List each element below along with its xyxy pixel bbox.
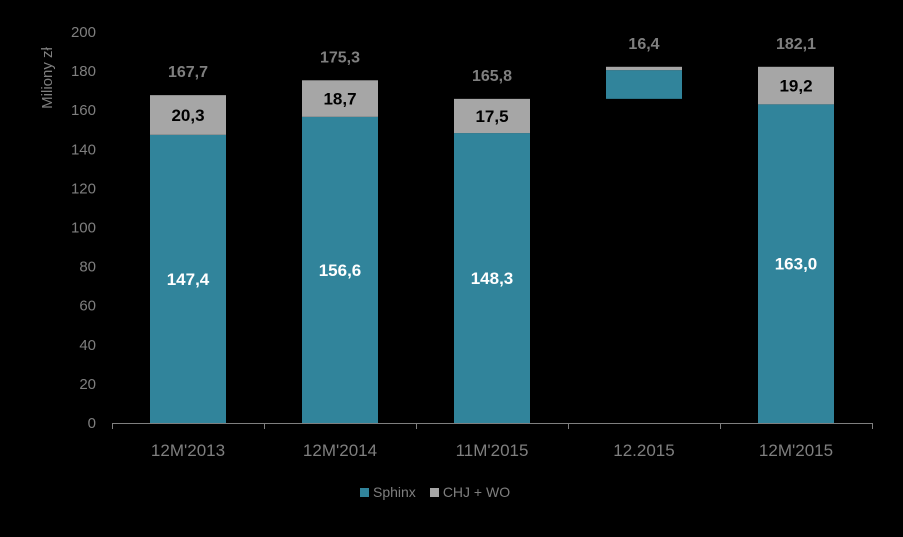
bar-sphinx xyxy=(302,116,378,424)
bar-sphinx xyxy=(150,134,226,423)
y-tick-label: 100 xyxy=(71,220,96,237)
bar-sphinx xyxy=(454,133,530,424)
y-tick-label: 80 xyxy=(79,259,96,276)
y-tick-label: 0 xyxy=(88,415,96,432)
bar-sphinx xyxy=(758,104,834,424)
data-label: 17,5 xyxy=(475,107,508,126)
legend-label-chj-wo: CHJ + WO xyxy=(442,484,511,500)
total-label: 175,3 xyxy=(320,49,360,66)
bar-sphinx xyxy=(606,70,682,99)
bar-chj-wo xyxy=(150,95,226,135)
total-label: 167,7 xyxy=(168,64,208,81)
x-tick-label: 12.2015 xyxy=(613,441,674,460)
data-label: 156,6 xyxy=(319,261,362,280)
legend-swatch-sphinx xyxy=(360,487,369,497)
legend-label-sphinx: Sphinx xyxy=(373,484,416,500)
total-label: 182,1 xyxy=(776,36,816,53)
total-label: 165,8 xyxy=(472,68,512,85)
data-label: 163,0 xyxy=(775,255,818,274)
legend-swatch-chj-wo xyxy=(429,487,439,497)
y-tick-label: 60 xyxy=(79,298,96,315)
legend-item-sphinx: Sphinx xyxy=(360,484,416,500)
total-label: 16,4 xyxy=(628,36,659,53)
x-tick-label: 11M'2015 xyxy=(456,441,529,460)
data-label: 18,7 xyxy=(323,90,356,109)
x-tick-label: 12M'2015 xyxy=(759,441,833,460)
legend-item-chj-wo: CHJ + WO xyxy=(429,484,511,500)
data-label: 20,3 xyxy=(171,106,204,125)
data-label: 147,4 xyxy=(167,270,210,289)
y-tick-label: 160 xyxy=(71,102,96,119)
y-tick-label: 40 xyxy=(79,337,96,354)
bar-chj-wo xyxy=(302,80,378,117)
y-tick-label: 20 xyxy=(79,376,96,393)
legend: Sphinx CHJ + WO xyxy=(360,484,510,500)
y-tick-label: 140 xyxy=(71,141,96,158)
x-tick-label: 12M'2013 xyxy=(151,441,225,460)
bar-chj-wo xyxy=(606,66,682,71)
y-tick-label: 200 xyxy=(71,24,96,41)
bar-chj-wo xyxy=(454,98,530,134)
x-tick-label: 12M'2014 xyxy=(303,441,377,460)
data-label: 148,3 xyxy=(471,269,514,288)
bar-chj-wo xyxy=(758,66,834,105)
data-label: 19,2 xyxy=(779,77,812,96)
y-tick-label: 180 xyxy=(71,63,96,80)
y-axis-label: Miliony zł xyxy=(39,46,56,108)
y-tick-label: 120 xyxy=(71,180,96,197)
